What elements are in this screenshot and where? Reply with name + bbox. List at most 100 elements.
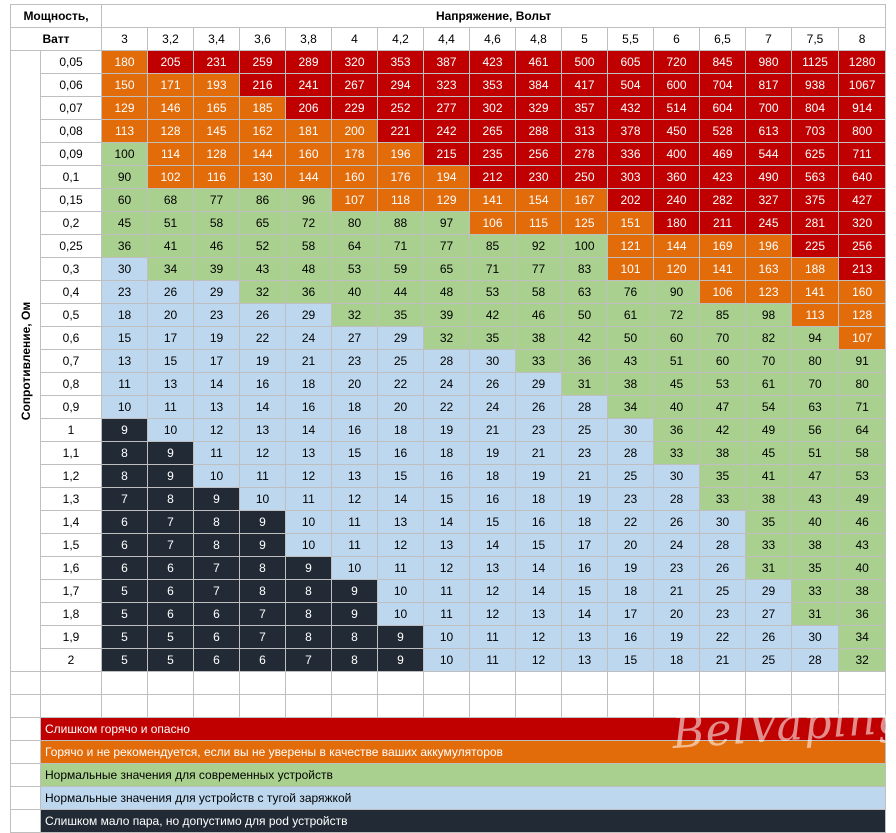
power-cell: 5: [101, 602, 149, 626]
power-cell: 169: [699, 234, 747, 258]
power-cell: 90: [653, 280, 701, 304]
power-cell: 9: [377, 648, 425, 672]
power-cell: 70: [791, 372, 840, 396]
power-cell: 378: [607, 119, 655, 143]
power-cell: 72: [653, 303, 701, 327]
power-cell: 40: [653, 395, 701, 419]
power-cell: 323: [423, 73, 471, 97]
table-row: 0,25 36 41 46 52 58 64 71 77 85 92 100 121 144 169 196 2…: [11, 234, 887, 258]
power-cell: 98: [745, 303, 793, 327]
power-cell: 141: [699, 257, 747, 281]
power-cell: 6: [193, 625, 241, 649]
power-cell: 7: [239, 602, 287, 626]
power-cell: 11: [331, 533, 379, 557]
power-cell: 12: [331, 487, 379, 511]
power-cell: 1125: [791, 50, 840, 74]
power-cell: 23: [193, 303, 241, 327]
power-cell: 11: [377, 556, 425, 580]
resistance-cell: 1,8: [39, 602, 103, 626]
power-cell: 32: [331, 303, 379, 327]
table-row: 0,9 10 11 13 14 16 18 20 22 24 26 28 34 40 47 54 63 71: [11, 395, 887, 419]
power-cell: 18: [653, 648, 701, 672]
power-cell: 31: [791, 602, 840, 626]
power-cell: 10: [239, 487, 287, 511]
table-row: 1,5 6 7 8 9 10 11 12 13 14 15 17 20 24 28 33 38 43: [11, 533, 887, 557]
power-cell: 13: [423, 533, 471, 557]
power-cell: 15: [469, 510, 517, 534]
power-cell: 27: [745, 602, 793, 626]
power-cell: 256: [838, 234, 887, 258]
power-cell: 23: [515, 418, 563, 442]
power-cell: 33: [653, 441, 701, 465]
power-cell: 15: [377, 464, 425, 488]
power-cell: 12: [515, 648, 563, 672]
power-cell: 146: [147, 96, 195, 120]
power-cell: 613: [745, 119, 793, 143]
empty-cell: [377, 671, 425, 695]
power-cell: 10: [101, 395, 149, 419]
power-cell: 427: [838, 188, 887, 212]
power-cell: 23: [653, 556, 701, 580]
power-cell: 59: [377, 257, 425, 281]
power-cell: 23: [607, 487, 655, 511]
voltage-header-cell: 3,2: [147, 27, 195, 51]
empty-cell: [745, 694, 793, 718]
resistance-cell: 1,7: [39, 579, 103, 603]
power-cell: 94: [791, 326, 840, 350]
power-cell: 23: [331, 349, 379, 373]
voltage-header-cell: 6,5: [699, 27, 747, 51]
power-cell: 30: [791, 625, 840, 649]
power-cell: 8: [331, 648, 379, 672]
power-cell: 47: [791, 464, 840, 488]
voltage-header-cell: 5: [561, 27, 609, 51]
power-cell: 600: [653, 73, 701, 97]
table-row: 1,3 7 8 9 10 11 12 14 15 16 18 19 23 28 33 38 43 49: [11, 487, 887, 511]
power-cell: 12: [377, 533, 425, 557]
empty-cell: [745, 671, 793, 695]
power-cell: 16: [285, 395, 333, 419]
power-cell: 7: [147, 510, 195, 534]
empty-cell: [423, 671, 471, 695]
power-cell: 65: [423, 257, 471, 281]
resistance-cell: 0,07: [39, 96, 103, 120]
power-cell: 21: [699, 648, 747, 672]
power-cell: 80: [791, 349, 840, 373]
power-cell: 26: [239, 303, 287, 327]
header-row-1: Мощность, Напряжение, Вольт: [9, 4, 887, 28]
power-cell: 144: [285, 165, 333, 189]
power-cell: 29: [285, 303, 333, 327]
power-cell: 61: [745, 372, 793, 396]
power-cell: 17: [561, 533, 609, 557]
voltage-header-cell: 3,4: [193, 27, 241, 51]
power-cell: 25: [377, 349, 425, 373]
power-cell: 18: [423, 441, 471, 465]
power-cell: 46: [515, 303, 563, 327]
power-cell: 13: [331, 464, 379, 488]
voltage-header-cell: 4,2: [377, 27, 425, 51]
power-cell: 9: [147, 464, 195, 488]
power-cell: 31: [745, 556, 793, 580]
power-cell: 8: [101, 441, 149, 465]
power-cell: 162: [239, 119, 287, 143]
resistance-cell: 0,9: [39, 395, 103, 419]
power-cell: 19: [239, 349, 287, 373]
table-row: Сопротивление, Ом 0,05 180 205 231 259 289 320 3…: [10, 50, 887, 672]
resistance-cell: 1,1: [39, 441, 103, 465]
power-cell: 23: [561, 441, 609, 465]
power-cell: 26: [653, 510, 701, 534]
power-cell: 13: [147, 372, 195, 396]
power-cell: 7: [101, 487, 149, 511]
power-cell: 229: [331, 96, 379, 120]
power-cell: 123: [745, 280, 793, 304]
power-cell: 8: [285, 625, 333, 649]
power-cell: 544: [745, 142, 793, 166]
power-label-line1: Мощность,: [9, 4, 103, 28]
power-cell: 36: [653, 418, 701, 442]
power-cell: 8: [331, 625, 379, 649]
empty-cell: [838, 694, 887, 718]
power-cell: 30: [469, 349, 517, 373]
power-cell: 167: [561, 188, 609, 212]
power-cell: 221: [377, 119, 425, 143]
empty-cell: [469, 671, 517, 695]
power-cell: 16: [423, 464, 471, 488]
